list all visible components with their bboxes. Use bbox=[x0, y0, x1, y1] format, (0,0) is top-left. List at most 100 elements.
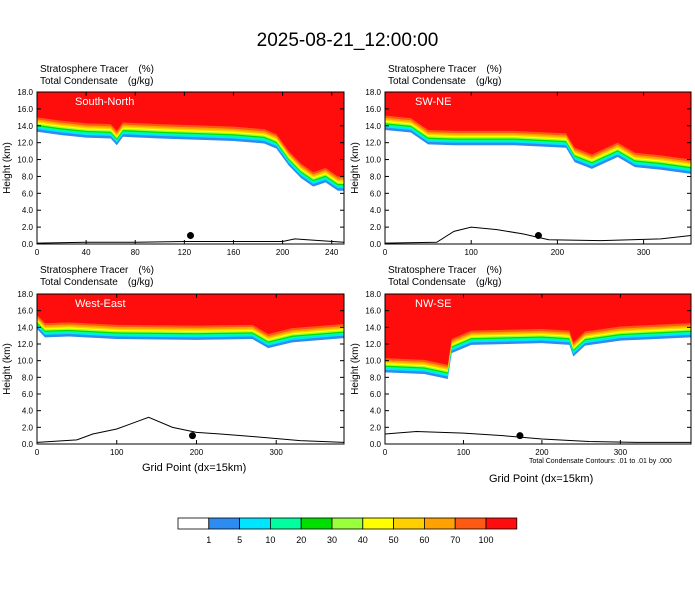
panel-name-label: West-East bbox=[75, 298, 126, 310]
y-tick-label: 8.0 bbox=[370, 373, 382, 382]
y-tick-label: 6.0 bbox=[370, 390, 382, 399]
y-tick-label: 18.0 bbox=[17, 290, 33, 299]
condensate-units: (g/kg) bbox=[127, 277, 154, 288]
y-tick-label: 2.0 bbox=[370, 223, 382, 232]
panel-name-label: NW-SE bbox=[415, 298, 451, 310]
y-tick-label: 16.0 bbox=[365, 105, 381, 114]
colorbar-swatch bbox=[208, 517, 241, 530]
tracer-label: Stratosphere Tracer bbox=[40, 64, 129, 75]
y-tick-label: 12.0 bbox=[365, 139, 381, 148]
x-tick-label: 300 bbox=[270, 448, 284, 457]
panel-label-sw-ne: Stratosphere Tracer (%) Total Condensate (… bbox=[388, 64, 502, 88]
x-tick-label: 100 bbox=[110, 448, 124, 457]
y-tick-label: 2.0 bbox=[22, 423, 34, 432]
colorbar-label: 5 bbox=[237, 535, 242, 545]
y-tick-label: 10.0 bbox=[365, 156, 381, 165]
colorbar-swatch bbox=[300, 517, 333, 530]
colorbar-label: 60 bbox=[419, 535, 429, 545]
y-tick-label: 10.0 bbox=[17, 156, 33, 165]
x-tick-label: 200 bbox=[535, 448, 549, 457]
tracer-units: (%) bbox=[138, 64, 154, 75]
panel-label-nw-se: Stratosphere Tracer (%) Total Condensate (… bbox=[388, 265, 502, 289]
panel-label-west-east: Stratosphere Tracer (%) Total Condensate (… bbox=[40, 265, 154, 289]
y-tick-label: 18.0 bbox=[365, 290, 381, 299]
panel-sw-ne: SW-NE 0.0 2.0 4.0 6.0 8.0 10.0 12.0 14.0 16.0 18.0… bbox=[350, 88, 692, 257]
y-tick-label: 2.0 bbox=[370, 423, 382, 432]
x-axis-label-west-east: Grid Point (dx=15km) bbox=[142, 462, 247, 474]
contour-footnote: Total Condensate Contours: .01 to .01 by… bbox=[529, 458, 672, 465]
location-marker bbox=[187, 232, 194, 240]
condensate-label: Total Condensate bbox=[388, 76, 466, 87]
y-axis-label: Height (km) bbox=[350, 343, 361, 395]
x-tick-label: 100 bbox=[465, 248, 479, 257]
colorbar: 1 5 10 20 30 40 50 60 70 100 bbox=[177, 517, 518, 545]
condensate-units: (g/kg) bbox=[475, 76, 502, 87]
panel-south-north: South-North 0.0 2.0 4.0 6.0 8.0 10.0 12.0 14.0 16… bbox=[2, 88, 345, 257]
y-tick-label: 6.0 bbox=[22, 189, 34, 198]
y-tick-label: 4.0 bbox=[370, 407, 382, 416]
colorbar-label: 1 bbox=[206, 535, 211, 545]
tracer-band bbox=[385, 294, 691, 365]
colorbar-swatch bbox=[393, 517, 425, 530]
colorbar-swatch bbox=[362, 517, 394, 530]
x-tick-label: 160 bbox=[227, 248, 241, 257]
colorbar-label: 40 bbox=[358, 535, 368, 545]
y-tick-label: 4.0 bbox=[370, 206, 382, 215]
colorbar-swatch bbox=[239, 517, 271, 530]
y-tick-label: 0.0 bbox=[370, 440, 382, 449]
y-tick-label: 4.0 bbox=[22, 407, 34, 416]
y-tick-label: 0.0 bbox=[370, 240, 382, 249]
colorbar-label: 30 bbox=[327, 535, 337, 545]
x-tick-label: 0 bbox=[383, 248, 388, 257]
y-axis-label: Height (km) bbox=[350, 142, 361, 194]
colorbar-swatch bbox=[485, 517, 518, 530]
tracer-band bbox=[385, 92, 691, 160]
tracer-band bbox=[37, 294, 344, 334]
location-marker bbox=[534, 232, 542, 240]
y-tick-label: 18.0 bbox=[17, 88, 33, 97]
x-tick-label: 0 bbox=[35, 448, 40, 457]
y-tick-label: 8.0 bbox=[370, 172, 382, 181]
panel-name-label: South-North bbox=[75, 96, 134, 108]
x-tick-label: 0 bbox=[35, 248, 40, 257]
y-tick-label: 0.0 bbox=[22, 440, 34, 449]
y-tick-label: 4.0 bbox=[22, 206, 34, 215]
y-tick-label: 14.0 bbox=[17, 323, 33, 332]
condensate-label: Total Condensate bbox=[40, 277, 118, 288]
y-tick-label: 6.0 bbox=[22, 390, 34, 399]
x-axis-label-nw-se: Grid Point (dx=15km) bbox=[489, 473, 594, 485]
plot-frame bbox=[36, 91, 345, 245]
condensate-units: (g/kg) bbox=[475, 277, 502, 288]
panel-label-south-north: Stratosphere Tracer (%) Total Condensate (… bbox=[40, 64, 154, 88]
x-tick-label: 240 bbox=[325, 248, 339, 257]
colorbar-label: 50 bbox=[389, 535, 399, 545]
colorbar-swatch bbox=[454, 517, 487, 530]
y-axis-label: Height (km) bbox=[2, 343, 13, 395]
colorbar-label: 100 bbox=[478, 535, 493, 545]
terrain-line bbox=[385, 226, 691, 244]
x-tick-label: 0 bbox=[383, 448, 388, 457]
tracer-label: Stratosphere Tracer bbox=[388, 265, 477, 276]
plot-frame bbox=[384, 91, 692, 245]
x-tick-label: 40 bbox=[82, 248, 91, 257]
y-tick-label: 10.0 bbox=[17, 357, 33, 366]
y-tick-label: 16.0 bbox=[17, 105, 33, 114]
tracer-units: (%) bbox=[486, 64, 502, 75]
y-tick-label: 8.0 bbox=[22, 373, 34, 382]
x-tick-label: 100 bbox=[457, 448, 471, 457]
y-tick-label: 14.0 bbox=[17, 122, 33, 131]
location-marker bbox=[188, 432, 196, 440]
y-tick-label: 14.0 bbox=[365, 122, 381, 131]
y-tick-label: 14.0 bbox=[365, 323, 381, 332]
panel-west-east: West-East 0.0 2.0 4.0 6.0 8.0 10.0 12.0 14.0 16.0… bbox=[2, 290, 345, 457]
colorbar-label: 20 bbox=[296, 535, 306, 545]
y-tick-label: 12.0 bbox=[17, 139, 33, 148]
panel-nw-se: NW-SE 0.0 2.0 4.0 6.0 8.0 10.0 12.0 14.0 16.0 18.0… bbox=[350, 290, 692, 457]
tracer-label: Stratosphere Tracer bbox=[388, 64, 477, 75]
y-tick-label: 12.0 bbox=[365, 340, 381, 349]
plot-frame bbox=[36, 293, 345, 445]
colorbar-label: 10 bbox=[265, 535, 275, 545]
y-tick-label: 10.0 bbox=[365, 357, 381, 366]
colorbar-label: 70 bbox=[450, 535, 460, 545]
